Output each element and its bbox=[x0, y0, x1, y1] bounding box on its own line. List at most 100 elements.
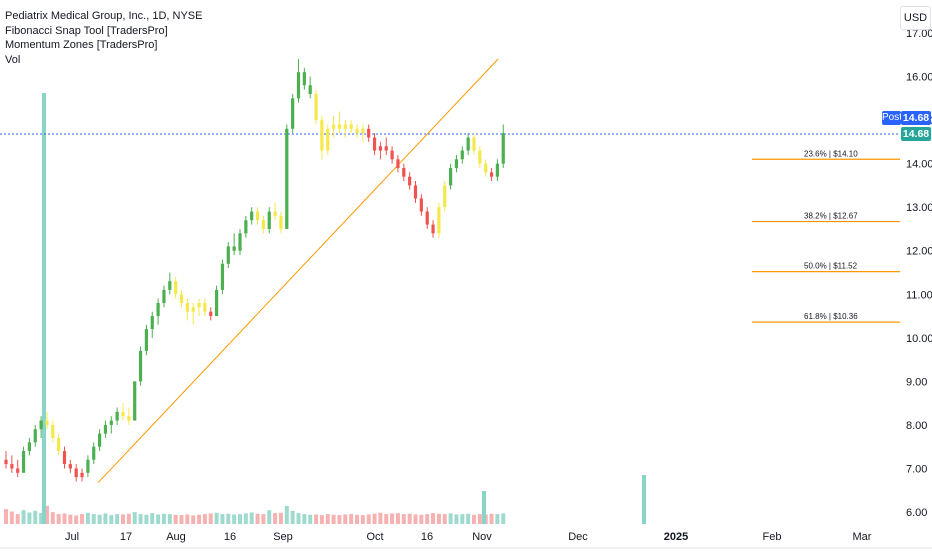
candle-body bbox=[27, 442, 31, 452]
candle-body bbox=[92, 446, 96, 460]
volume-bar bbox=[413, 514, 418, 524]
fibonacci-level-label: 23.6% | $14.10 bbox=[804, 149, 858, 158]
candle-body bbox=[121, 411, 125, 417]
legend-title[interactable]: Pediatrix Medical Group, Inc., 1D, NYSE bbox=[5, 10, 203, 22]
candle-body bbox=[21, 451, 26, 473]
candle-body bbox=[478, 150, 482, 164]
volume-bar bbox=[167, 514, 172, 524]
candle-body bbox=[320, 120, 324, 151]
volume-bar bbox=[62, 513, 67, 524]
candle-body bbox=[332, 124, 336, 129]
legend-indicator-momentum[interactable]: Momentum Zones [TradersPro] bbox=[5, 39, 158, 51]
candle-body bbox=[261, 220, 265, 229]
candle-body bbox=[238, 233, 242, 251]
volume-bar bbox=[477, 514, 482, 524]
volume-bar bbox=[161, 513, 166, 524]
candle-body bbox=[57, 437, 61, 452]
volume-bar bbox=[156, 514, 161, 524]
candle-body bbox=[472, 137, 476, 151]
legend-indicator-volume[interactable]: Vol bbox=[5, 53, 21, 66]
y-tick-label: 14.00 bbox=[906, 159, 932, 171]
y-tick-label: 17.00 bbox=[906, 28, 932, 40]
volume-bar bbox=[74, 515, 79, 524]
candle-body bbox=[378, 146, 382, 151]
x-tick-label: 16 bbox=[224, 531, 236, 543]
candle-body bbox=[337, 124, 342, 129]
x-tick-label: Mar bbox=[853, 531, 872, 543]
volume-bar bbox=[80, 514, 85, 524]
x-tick-label: Jul bbox=[65, 531, 79, 543]
candle-body bbox=[168, 281, 172, 290]
volume-bar bbox=[331, 514, 336, 524]
candle-body bbox=[484, 163, 488, 173]
volume-bar bbox=[191, 515, 196, 524]
volume-bar bbox=[33, 510, 38, 524]
candle-body bbox=[343, 124, 347, 129]
volume-bar bbox=[220, 514, 225, 524]
volume-bar bbox=[319, 515, 324, 524]
volume-bar bbox=[144, 514, 149, 524]
volume-bar bbox=[448, 513, 453, 524]
fibonacci-layer: 23.6% | $14.10 38.2% | $12.67 50.0% | $11.… bbox=[0, 58, 900, 484]
candle-body bbox=[10, 464, 14, 469]
volume-bar bbox=[472, 514, 476, 524]
volume-bar bbox=[482, 491, 486, 524]
x-tick-label: Aug bbox=[166, 531, 186, 543]
candle-body bbox=[349, 124, 353, 129]
volume-bar bbox=[466, 513, 471, 524]
volume-bar bbox=[372, 513, 377, 524]
candle-body bbox=[255, 211, 260, 221]
volume-bar bbox=[308, 514, 313, 524]
volume-bar bbox=[401, 514, 406, 524]
volume-bar bbox=[238, 514, 242, 524]
volume-bar bbox=[226, 513, 231, 524]
volume-bar bbox=[355, 514, 359, 524]
currency-button[interactable]: USD bbox=[900, 6, 931, 30]
y-tick-label: 11.00 bbox=[906, 289, 932, 301]
y-tick-label: 13.00 bbox=[906, 202, 932, 214]
candle-body bbox=[45, 420, 49, 425]
candle-body bbox=[495, 163, 499, 177]
candle-body bbox=[308, 85, 312, 94]
volume-bar bbox=[249, 512, 254, 524]
legend-indicator-fibonacci[interactable]: Fibonacci Snap Tool [TradersPro] bbox=[5, 24, 168, 37]
candle-body bbox=[460, 150, 464, 160]
volume-bar bbox=[501, 513, 506, 524]
volume-bar bbox=[91, 514, 96, 524]
volume-bar bbox=[436, 513, 441, 524]
volume-bar bbox=[232, 514, 237, 524]
candle-body bbox=[203, 302, 207, 312]
volume-bar bbox=[173, 514, 178, 524]
candle-body bbox=[209, 311, 213, 317]
volume-bar bbox=[126, 513, 131, 524]
candle-body bbox=[232, 246, 236, 251]
candle-body bbox=[174, 281, 178, 295]
candle-body bbox=[197, 302, 201, 308]
fibonacci-swing-line bbox=[97, 58, 499, 484]
x-tick-label: Dec bbox=[568, 531, 588, 543]
legend: Pediatrix Medical Group, Inc., 1D, NYSE … bbox=[5, 9, 202, 67]
candle-body bbox=[413, 185, 418, 199]
candle-body bbox=[367, 128, 371, 138]
candle-body bbox=[454, 159, 459, 168]
volume-bar bbox=[138, 514, 143, 524]
candle-body bbox=[16, 468, 20, 473]
volume-bar bbox=[454, 514, 459, 524]
volume-bar bbox=[208, 513, 213, 524]
volume-bar bbox=[273, 513, 278, 524]
candle-body bbox=[33, 429, 37, 443]
volume-bar bbox=[85, 512, 90, 524]
candle-body bbox=[51, 424, 55, 438]
volume-bar bbox=[366, 514, 371, 524]
x-axis[interactable]: Jul 17 Aug 16 Sep Oct 16 Nov Dec 2025 Feb Mar bbox=[65, 531, 872, 543]
candle-body bbox=[501, 133, 505, 164]
volume-bar bbox=[495, 514, 500, 524]
candle-body bbox=[449, 167, 453, 186]
candle-body bbox=[431, 224, 435, 234]
candle-body bbox=[279, 215, 283, 229]
volume-bar bbox=[4, 509, 8, 524]
candle-body bbox=[80, 472, 84, 478]
volume-bar bbox=[290, 510, 295, 524]
